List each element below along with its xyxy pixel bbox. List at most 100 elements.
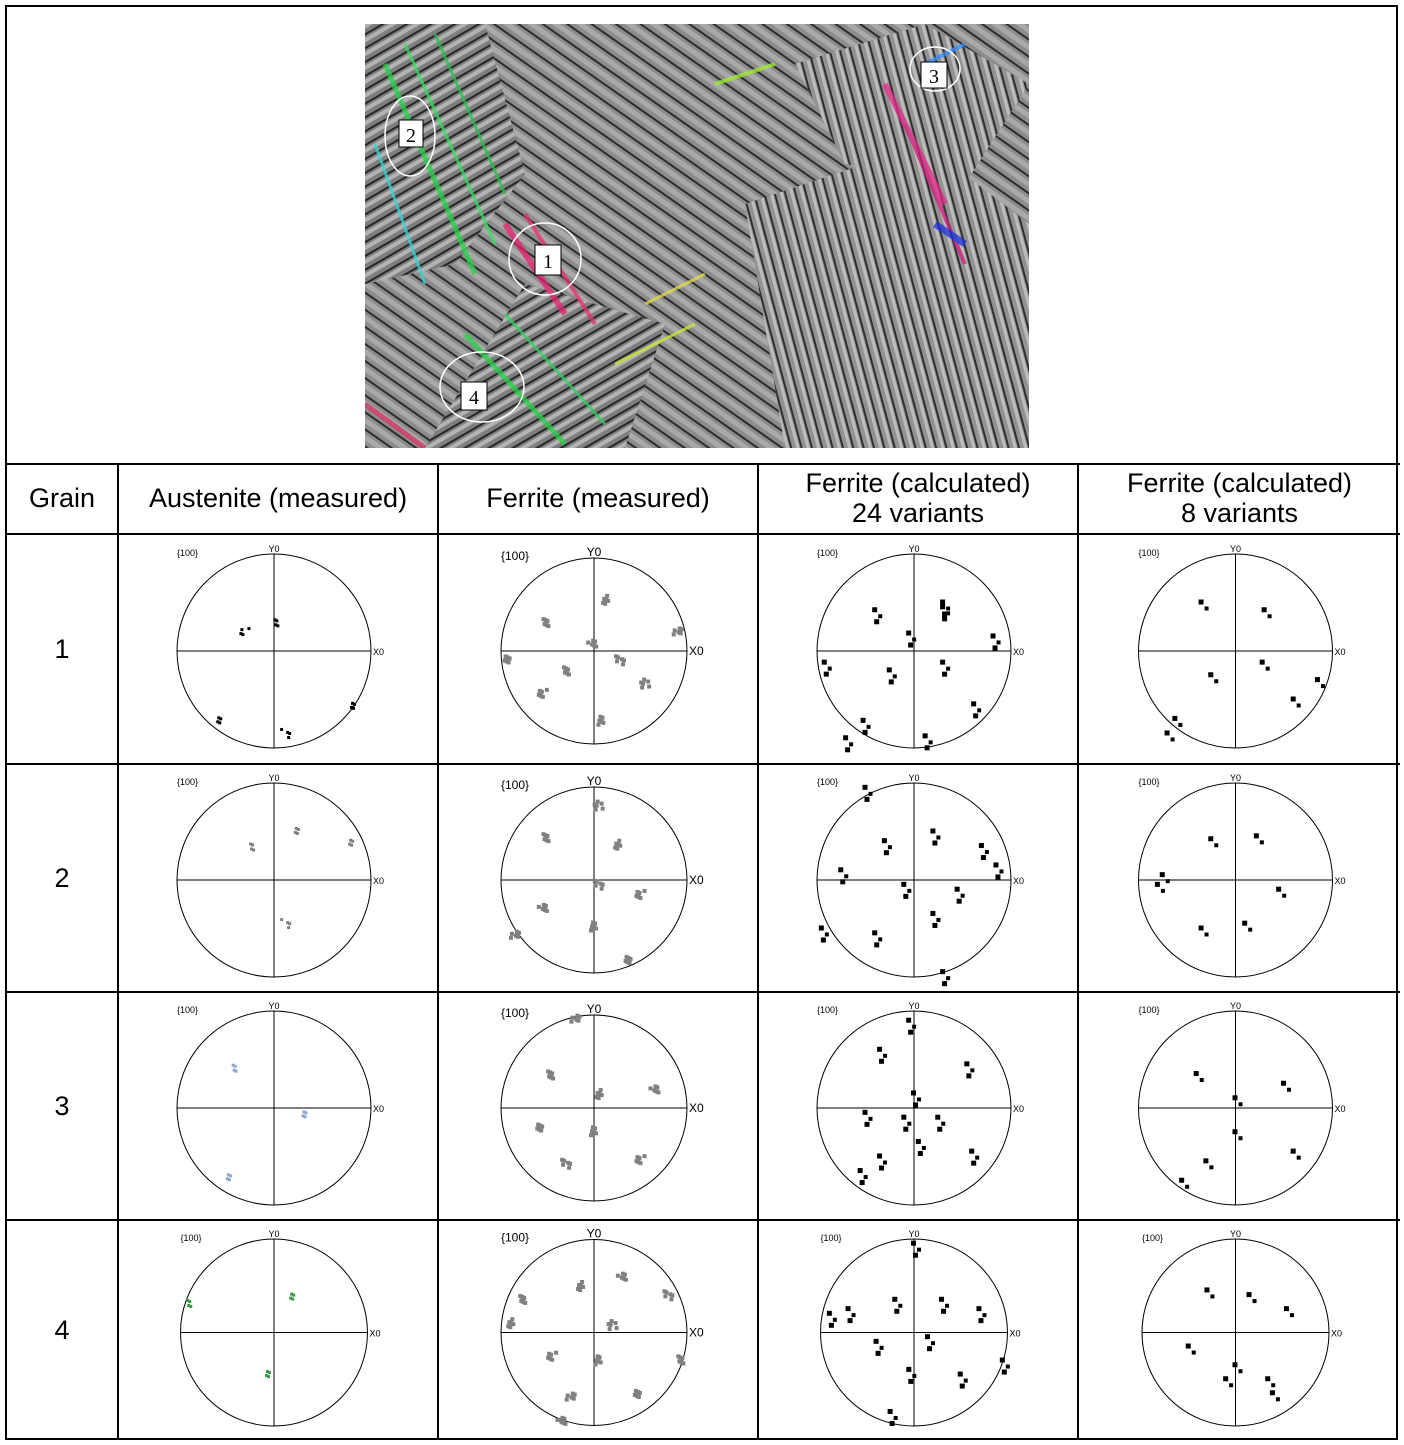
pole-point [606,1319,619,1332]
pole-point [555,1415,568,1426]
pole-figure-f8-grain-1: {100} Y0 X0 [1138,544,1346,749]
grain-number-cell: 2 [7,765,119,991]
header-ferrite-calc-24: Ferrite (calculated) 24 variants [759,463,1079,533]
pole-point [1198,599,1209,611]
pole-point [1193,1071,1204,1083]
pole-point [231,1063,238,1073]
pole-point [348,838,355,847]
pole-point [662,1289,675,1302]
pole-point [280,727,292,739]
pole-point [1290,696,1301,708]
pole-point [1164,730,1175,742]
pole-figure-aus-grain-1: {100} Y0 X0 [176,544,384,749]
y-axis-label: Y0 [268,544,279,554]
pole-figure-fm-grain-1: {100} Y0 X0 [500,545,704,745]
pole-figure-fm-grain-3: {100} Y0 X0 [500,1002,704,1202]
header-ferrite-calc-8: Ferrite (calculated) 8 variants [1126,468,1353,528]
x-axis-label: X0 [1013,647,1024,657]
pole-point [872,607,883,625]
pole-point [615,1271,628,1282]
y-axis-label: Y0 [268,1001,279,1011]
pole-point [993,862,1004,880]
y-axis-label: Y0 [1230,773,1241,783]
pole-point [1314,677,1325,689]
y-axis-label: Y0 [1230,544,1241,554]
x-axis-label: X0 [689,873,704,887]
pole-point [239,627,251,637]
pole-point [877,1046,888,1064]
pole-figure-cell-f8: {100} Y0 X0 [1079,765,1400,991]
pole-figure-f8-grain-2: {100} Y0 X0 [1138,773,1346,978]
pole-point [862,1109,873,1127]
svg-text:2: 2 [406,125,416,147]
pole-point [845,1306,856,1324]
pole-point [906,1017,917,1035]
pole-point [1283,1306,1294,1318]
pole-point [536,902,549,913]
pole-point [1203,1158,1214,1170]
micrograph-panel: 2 1 3 4 [7,7,1400,465]
pole-figure-cell-aus: {100} Y0 X0 [119,1221,439,1440]
pole-point [906,630,917,648]
pole-figure-title: {100} [501,1006,529,1020]
x-axis-label: X0 [1010,1329,1021,1339]
y-axis-label: Y0 [908,1229,919,1239]
table-row: 1 {100} Y0 X0 {100} Y0 X0 {100} Y0 X0 {100} Y0 X0 [7,535,1400,765]
pole-figure-title: {100} [501,1231,529,1245]
pole-point [954,886,965,904]
x-axis-label: X0 [1335,1104,1346,1114]
y-axis-label: Y0 [1230,1229,1241,1239]
pole-figure-cell-fm: {100} Y0 X0 [439,993,759,1219]
pole-figure-f8-grain-4: {100} Y0 X0 [1141,1229,1342,1427]
pole-figure-title: {100} [1139,1005,1160,1015]
x-axis-label: X0 [373,1104,384,1114]
pole-figure-title: {100} [501,778,529,792]
pole-point [990,633,1001,651]
pole-figure-title: {100} [501,549,529,563]
grain-number: 2 [54,862,70,893]
pole-figure-fm-grain-4: {100} Y0 X0 [500,1227,704,1426]
pole-point [911,1240,921,1258]
pole-figure-cell-f8: {100} Y0 X0 [1079,535,1400,763]
pole-point [536,687,549,699]
pole-point [1276,886,1287,898]
ebsd-micrograph: 2 1 3 4 [365,24,1029,448]
pole-point [915,1138,926,1156]
pole-point [1154,881,1165,893]
pole-point [862,784,873,802]
pole-point [560,1157,573,1170]
pole-point [273,618,280,628]
pole-point [632,1388,642,1399]
pole-point [930,910,941,928]
pole-figure-title: {100} [1139,777,1160,787]
pole-point [906,1366,917,1384]
pole-figure-title: {100} [817,548,838,558]
pole-point [925,1334,936,1352]
pole-point [886,667,897,685]
pole-point [508,929,521,940]
pole-point [881,838,892,856]
x-axis-label: X0 [689,1101,704,1115]
pole-point [639,677,652,690]
y-axis-label: Y0 [587,1002,602,1016]
pole-figure-title: {100} [177,1005,198,1015]
pole-point [1172,715,1183,727]
pole-point [1204,1287,1215,1299]
svg-text:4: 4 [469,387,479,409]
pole-point [249,842,256,852]
pole-point [892,1296,903,1314]
pole-point [901,1114,912,1132]
header-austenite-measured: Austenite (measured) [119,463,439,533]
pole-figure-aus-grain-4: {100} Y0 X0 [180,1229,381,1427]
pole-point [592,878,605,891]
pole-point [541,617,551,629]
x-axis-label: X0 [689,644,704,658]
pole-figure-cell-f24: {100} Y0 X0 [759,993,1079,1219]
pole-point [976,1306,987,1324]
x-axis-label: X0 [1331,1329,1342,1339]
pole-point [940,604,951,622]
y-axis-label: Y0 [268,773,279,783]
pole-point [546,1069,556,1081]
pole-point [225,1173,232,1182]
pole-point [826,1310,837,1328]
